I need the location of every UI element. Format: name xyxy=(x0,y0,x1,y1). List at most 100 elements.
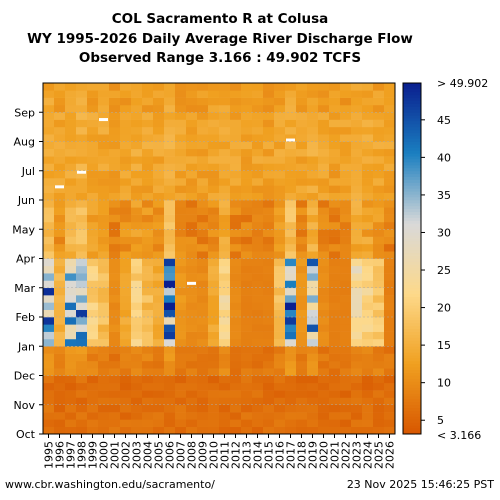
heatmap-cell xyxy=(263,148,275,157)
heatmap-cell xyxy=(373,236,385,245)
heatmap-cell xyxy=(285,412,297,420)
y-tick-label: Jan xyxy=(17,340,35,353)
heatmap-cell xyxy=(318,104,330,113)
colorbar-step xyxy=(403,109,421,113)
heatmap-cell xyxy=(76,163,88,172)
heatmap-cell xyxy=(263,397,275,406)
heatmap-cell xyxy=(274,368,286,376)
heatmap-cell xyxy=(384,390,396,398)
heatmap-cell xyxy=(252,302,264,310)
heatmap-cell xyxy=(384,309,396,318)
colorbar-step xyxy=(403,416,421,420)
footer-source[interactable]: www.cbr.washington.edu/sacramento/ xyxy=(5,478,215,491)
heatmap-cell xyxy=(54,390,66,398)
colorbar-step xyxy=(403,121,421,125)
heatmap-cell xyxy=(76,324,88,332)
heatmap-cell xyxy=(186,382,198,391)
heatmap-cell xyxy=(362,185,374,193)
heatmap-cell xyxy=(241,243,253,252)
heatmap-cell xyxy=(285,375,297,384)
heatmap-cell xyxy=(307,324,319,332)
heatmap-cell xyxy=(120,243,132,252)
heatmap-cell xyxy=(241,397,253,406)
heatmap-cell xyxy=(164,200,176,208)
heatmap-cell xyxy=(142,302,154,310)
colorbar-step xyxy=(403,419,421,423)
heatmap-cell xyxy=(43,141,55,150)
heatmap-cell xyxy=(76,134,88,142)
heatmap-cell xyxy=(373,360,385,369)
colorbar-step xyxy=(403,103,421,107)
heatmap-cell xyxy=(285,382,297,391)
heatmap-cell xyxy=(362,229,374,237)
heatmap-cell xyxy=(329,148,341,157)
y-tick-label: Jul xyxy=(21,165,35,178)
heatmap-cell xyxy=(219,317,231,325)
heatmap-cell xyxy=(131,229,143,237)
heatmap-cell xyxy=(43,236,55,245)
heatmap-cell xyxy=(87,346,99,354)
heatmap-cell xyxy=(186,119,198,128)
heatmap-cell xyxy=(164,148,176,157)
heatmap-cell xyxy=(131,404,143,413)
heatmap-cell xyxy=(384,317,396,325)
heatmap-cell xyxy=(109,178,121,186)
colorbar-step xyxy=(403,317,421,321)
heatmap-cell xyxy=(186,170,198,179)
colorbar-step xyxy=(403,252,421,256)
heatmap-cell xyxy=(219,104,231,113)
heatmap-cell xyxy=(197,360,209,369)
heatmap-cell xyxy=(208,317,220,325)
heatmap-cell xyxy=(120,178,132,186)
colorbar-step xyxy=(403,290,421,294)
heatmap-cell xyxy=(373,412,385,420)
heatmap-cell xyxy=(142,309,154,318)
heatmap-cell xyxy=(43,170,55,179)
heatmap-cell xyxy=(164,214,176,223)
heatmap-cell xyxy=(131,90,143,98)
heatmap-cell xyxy=(241,309,253,318)
heatmap-cell xyxy=(285,104,297,113)
heatmap-cell xyxy=(131,141,143,150)
heatmap-cell xyxy=(43,148,55,157)
chart-range-text: Observed Range 3.166 : 49.902 TCFS xyxy=(78,50,362,66)
heatmap-cell xyxy=(340,412,352,420)
heatmap-cell xyxy=(340,104,352,113)
x-tick-label: 2025 xyxy=(373,441,386,469)
heatmap-cell xyxy=(208,156,220,164)
heatmap-cell xyxy=(351,178,363,186)
heatmap-cell xyxy=(175,97,187,106)
colorbar-step xyxy=(403,390,421,394)
heatmap-cell xyxy=(274,236,286,245)
heatmap-cell xyxy=(252,112,264,120)
heatmap-cell xyxy=(340,346,352,354)
heatmap-cell xyxy=(65,112,77,120)
heatmap-cell xyxy=(109,338,121,347)
heatmap-cell xyxy=(54,97,66,106)
colorbar-step xyxy=(403,363,421,368)
colorbar-step xyxy=(403,123,421,128)
heatmap-cell xyxy=(109,375,121,384)
heatmap-cell xyxy=(98,295,110,303)
x-tick-label: 2001 xyxy=(109,441,122,469)
colorbar-step xyxy=(403,191,421,195)
heatmap-cell xyxy=(318,302,330,310)
heatmap-cell xyxy=(43,229,55,237)
heatmap-cell xyxy=(164,134,176,142)
heatmap-cell xyxy=(384,90,396,98)
heatmap-cell xyxy=(54,397,66,406)
heatmap-cell xyxy=(164,170,176,179)
heatmap-cell xyxy=(87,368,99,376)
heatmap-cell xyxy=(197,258,209,267)
heatmap-cell xyxy=(54,258,66,267)
heatmap-cell xyxy=(131,265,143,274)
heatmap-cell xyxy=(307,156,319,164)
heatmap-cell xyxy=(109,309,121,318)
heatmap-cell xyxy=(98,419,110,427)
heatmap-cell xyxy=(153,338,165,347)
heatmap-cell xyxy=(230,419,242,427)
heatmap-cell xyxy=(263,97,275,106)
heatmap-cell xyxy=(318,309,330,318)
heatmap-cell xyxy=(230,375,242,384)
heatmap-cell xyxy=(186,375,198,384)
